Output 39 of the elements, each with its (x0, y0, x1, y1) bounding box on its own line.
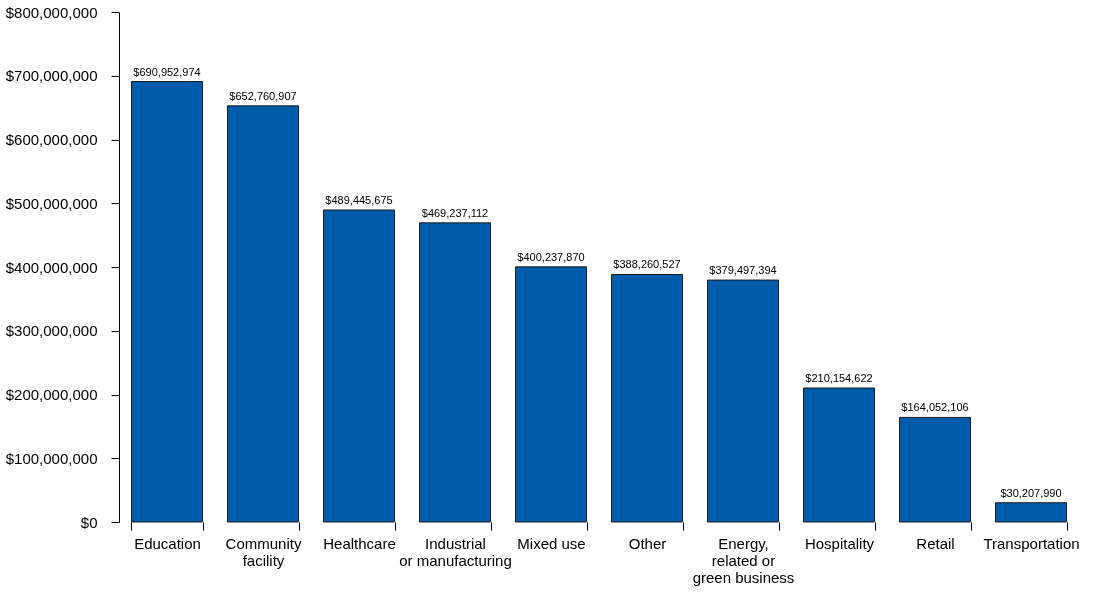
data-label: $400,237,870 (517, 250, 585, 263)
x-tick-label: Other (628, 534, 667, 552)
bar (514, 266, 588, 523)
bar (802, 387, 876, 523)
data-label: $690,952,974 (133, 65, 201, 78)
x-tick-label: Healthcare (323, 534, 396, 552)
y-tick-label: $200,000,000 (5, 386, 98, 403)
y-tick-label: $500,000,000 (5, 194, 98, 212)
data-label: $379,497,394 (709, 264, 777, 277)
bar (322, 209, 396, 523)
data-label: $489,445,675 (325, 193, 393, 206)
y-tick-label: $700,000,000 (5, 67, 98, 85)
data-label: $652,760,907 (229, 89, 297, 102)
x-tick-label: Energy, related or green business (692, 534, 795, 586)
data-label: $30,207,990 (1000, 486, 1062, 499)
bar (130, 81, 204, 523)
y-tick-label: $100,000,000 (5, 449, 98, 467)
x-tick-label: Retail (916, 534, 955, 552)
x-tick-label: Transportation (983, 534, 1080, 552)
bar (994, 502, 1068, 523)
x-tick-label: Industrial or manufacturing (399, 534, 512, 569)
data-label: $210,154,622 (805, 372, 873, 385)
data-label: $388,260,527 (613, 258, 681, 271)
y-tick-label: $600,000,000 (5, 131, 98, 148)
y-tick-label: $0 (80, 513, 98, 531)
x-tick-label: Hospitality (804, 534, 875, 552)
y-tick-label: $300,000,000 (5, 322, 98, 340)
bar (610, 273, 684, 523)
data-label: $469,237,112 (421, 206, 489, 219)
x-tick-label: Community facility (225, 534, 302, 569)
data-label: $164,052,106 (901, 401, 969, 414)
y-tick-label: $800,000,000 (5, 3, 98, 21)
y-tick-label: $400,000,000 (5, 258, 98, 276)
bar (226, 105, 300, 523)
bar (898, 416, 972, 523)
x-tick-label: Mixed use (517, 534, 586, 552)
bar (418, 222, 492, 523)
x-tick-label: Education (134, 534, 201, 552)
bar (706, 279, 780, 523)
